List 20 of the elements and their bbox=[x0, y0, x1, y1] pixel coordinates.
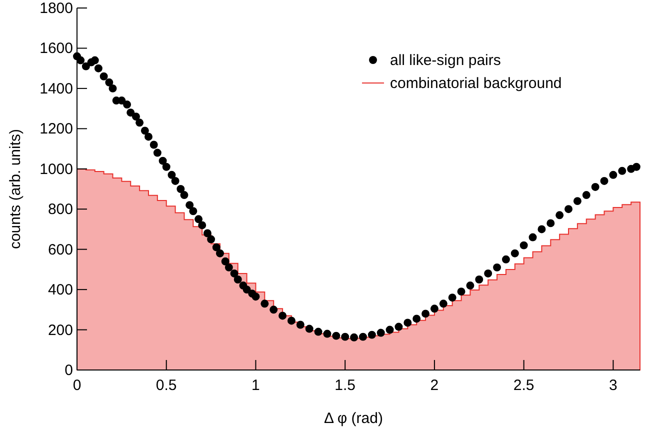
y-tick-label: 0 bbox=[64, 362, 73, 379]
y-tick-label: 200 bbox=[48, 322, 73, 339]
y-tick-label: 1800 bbox=[40, 0, 73, 17]
y-tick-label: 1000 bbox=[40, 160, 73, 178]
y-tick-label: 800 bbox=[48, 201, 73, 218]
x-tick-label: 0.5 bbox=[156, 377, 177, 394]
y-tick-label: 400 bbox=[48, 282, 73, 299]
y-tick-label: 1600 bbox=[40, 40, 73, 58]
x-tick-label: 2 bbox=[430, 377, 439, 394]
y-tick-label: 600 bbox=[48, 241, 73, 258]
x-axis-title: Δ φ (rad) bbox=[324, 410, 383, 427]
legend-label: combinatorial background bbox=[390, 75, 562, 92]
y-axis-title: counts (arb. units) bbox=[7, 128, 24, 250]
legend-label: all like-sign pairs bbox=[390, 52, 501, 69]
y-tick-label: 1200 bbox=[40, 120, 73, 138]
x-tick-label: 2.5 bbox=[513, 377, 534, 394]
x-tick-label: 1 bbox=[252, 377, 260, 394]
y-tick-label: 1400 bbox=[40, 80, 73, 98]
x-tick-label: 1.5 bbox=[334, 377, 356, 394]
x-tick-label: 3 bbox=[609, 377, 618, 394]
